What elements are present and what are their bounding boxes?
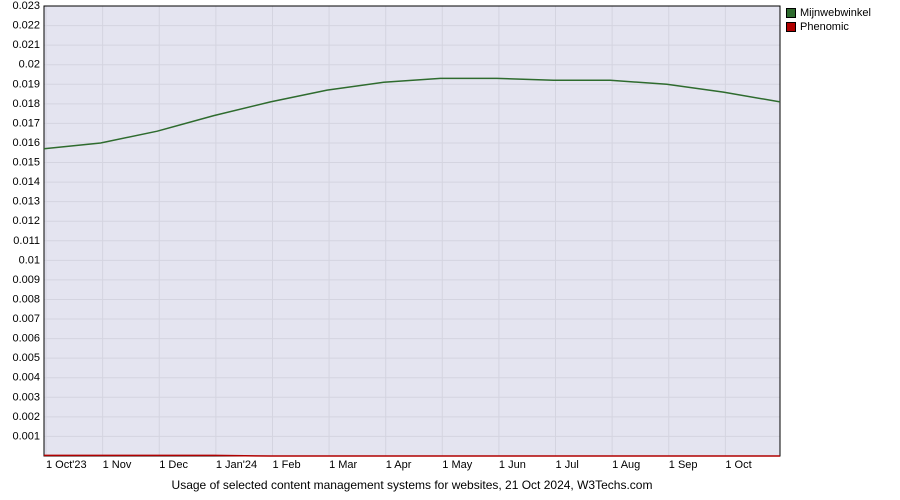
svg-text:0.003: 0.003 (12, 391, 40, 403)
svg-text:0.002: 0.002 (12, 411, 40, 423)
legend-label-0: Mijnwebwinkel (800, 6, 871, 20)
svg-text:0.018: 0.018 (12, 98, 40, 110)
svg-text:1 Aug: 1 Aug (612, 459, 640, 471)
svg-text:1 May: 1 May (442, 459, 472, 471)
svg-text:0.009: 0.009 (12, 274, 40, 286)
svg-text:1 Oct: 1 Oct (725, 459, 751, 471)
chart-root: 0.001 0.002 0.003 0.004 0.005 0.006 0.007 0.008… (0, 0, 900, 500)
svg-text:0.019: 0.019 (12, 78, 40, 90)
svg-text:0.015: 0.015 (12, 157, 40, 169)
svg-text:0.013: 0.013 (12, 196, 40, 208)
chart-svg: 0.001 0.002 0.003 0.004 0.005 0.006 0.007 0.008… (0, 0, 900, 500)
svg-text:0.022: 0.022 (12, 20, 40, 32)
legend-swatch-1 (786, 22, 796, 32)
svg-text:0.017: 0.017 (12, 117, 40, 129)
svg-text:1 Apr: 1 Apr (386, 459, 412, 471)
chart-caption: Usage of selected content management sys… (172, 478, 653, 492)
svg-text:1 Jan'24: 1 Jan'24 (216, 459, 257, 471)
svg-text:0.02: 0.02 (19, 59, 40, 71)
svg-text:0.006: 0.006 (12, 333, 40, 345)
svg-text:0.014: 0.014 (12, 176, 40, 188)
legend-label-1: Phenomic (800, 20, 849, 34)
svg-text:1 Jul: 1 Jul (556, 459, 579, 471)
svg-text:0.011: 0.011 (13, 235, 40, 247)
svg-text:0.016: 0.016 (12, 137, 40, 149)
svg-text:1 Feb: 1 Feb (272, 459, 300, 471)
svg-text:0.004: 0.004 (12, 372, 40, 384)
legend-swatch-0 (786, 8, 796, 18)
svg-text:1 Jun: 1 Jun (499, 459, 526, 471)
legend-item: Phenomic (786, 20, 871, 34)
svg-text:0.021: 0.021 (12, 39, 40, 51)
svg-text:0.023: 0.023 (12, 0, 40, 12)
svg-text:1 Oct'23: 1 Oct'23 (46, 459, 87, 471)
svg-text:1 Nov: 1 Nov (103, 459, 132, 471)
svg-text:0.001: 0.001 (12, 430, 40, 442)
svg-text:0.012: 0.012 (12, 215, 40, 227)
svg-text:0.007: 0.007 (12, 313, 40, 325)
legend: Mijnwebwinkel Phenomic (786, 6, 871, 34)
legend-item: Mijnwebwinkel (786, 6, 871, 20)
svg-text:1 Dec: 1 Dec (159, 459, 188, 471)
svg-text:0.005: 0.005 (12, 352, 40, 364)
svg-text:0.01: 0.01 (19, 254, 40, 266)
svg-text:1 Sep: 1 Sep (669, 459, 698, 471)
svg-text:0.008: 0.008 (12, 293, 40, 305)
svg-text:1 Mar: 1 Mar (329, 459, 357, 471)
